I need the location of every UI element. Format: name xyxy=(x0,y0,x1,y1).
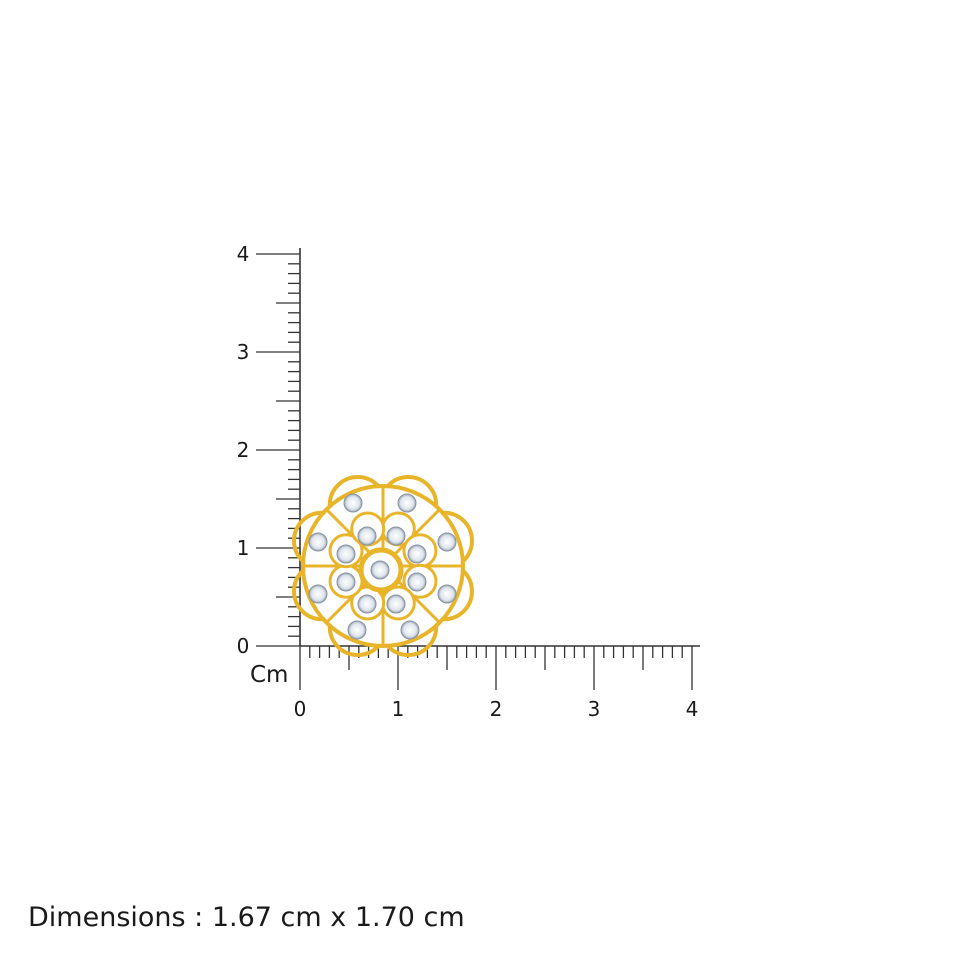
diamond-stone xyxy=(437,584,457,604)
earring-image xyxy=(292,475,474,657)
diamond-stone xyxy=(308,584,328,604)
diamond-stone xyxy=(308,532,328,552)
diamond-stone xyxy=(386,526,406,546)
outer-rim xyxy=(301,484,465,648)
diamond-stone xyxy=(407,544,427,564)
y-label-0: 0 xyxy=(237,634,250,658)
diamond-stone xyxy=(400,620,420,640)
x-label-1: 1 xyxy=(392,697,405,721)
diamond-stone xyxy=(437,532,457,552)
y-label-2: 2 xyxy=(237,438,250,462)
diamond-stone xyxy=(397,493,417,513)
y-label-3: 3 xyxy=(237,340,250,364)
y-label-1: 1 xyxy=(237,536,250,560)
diamond-stone xyxy=(336,572,356,592)
x-label-0: 0 xyxy=(294,697,307,721)
unit-label: Cm xyxy=(250,662,288,688)
diamond-stone xyxy=(357,594,377,614)
ruler-axes xyxy=(256,248,700,690)
x-label-4: 4 xyxy=(686,697,699,721)
diamond-stone xyxy=(386,594,406,614)
dimensions-text: Dimensions : 1.67 cm x 1.70 cm xyxy=(28,902,465,933)
x-label-2: 2 xyxy=(490,697,503,721)
diamond-stone xyxy=(343,493,363,513)
diamond-stone xyxy=(407,572,427,592)
x-label-3: 3 xyxy=(588,697,601,721)
diamond-stone xyxy=(370,560,390,580)
diamond-stone xyxy=(336,544,356,564)
y-label-4: 4 xyxy=(237,242,250,266)
diamond-stone xyxy=(357,526,377,546)
diamond-stone xyxy=(347,620,367,640)
